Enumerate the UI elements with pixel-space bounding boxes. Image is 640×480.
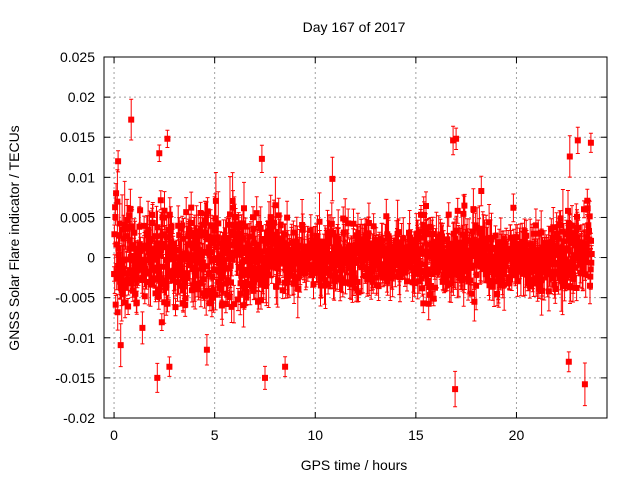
x-axis-label: GPS time / hours — [301, 457, 408, 473]
x-tick-label: 5 — [211, 427, 219, 443]
y-tick-label: -0.02 — [63, 410, 95, 426]
tick-labels: -0.02 -0.015 -0.01 -0.005 0 0.005 0.01 0.015 0.0… — [55, 49, 524, 443]
y-tick-label: 0.015 — [60, 129, 95, 145]
chart-title: Day 167 of 2017 — [303, 19, 406, 35]
data-points — [111, 116, 595, 393]
x-tick-label: 20 — [509, 427, 525, 443]
y-tick-label: -0.015 — [55, 370, 95, 386]
point-series — [111, 116, 595, 393]
y-axis-label: GNSS Solar Flare indicator / TECUs — [6, 125, 22, 350]
y-tick-label: 0 — [87, 250, 95, 266]
axis-ticks — [104, 56, 607, 419]
x-tick-label: 10 — [307, 427, 323, 443]
plot-frame — [103, 56, 608, 419]
y-tick-label: 0.025 — [60, 49, 95, 65]
x-tick-label: 15 — [408, 427, 424, 443]
y-tick-label: 0.01 — [68, 169, 95, 185]
y-tick-label: 0.02 — [68, 89, 95, 105]
x-tick-label: 0 — [110, 427, 118, 443]
y-tick-label: 0.005 — [60, 209, 95, 225]
y-tick-label: -0.005 — [55, 290, 95, 306]
y-tick-label: -0.01 — [63, 330, 95, 346]
